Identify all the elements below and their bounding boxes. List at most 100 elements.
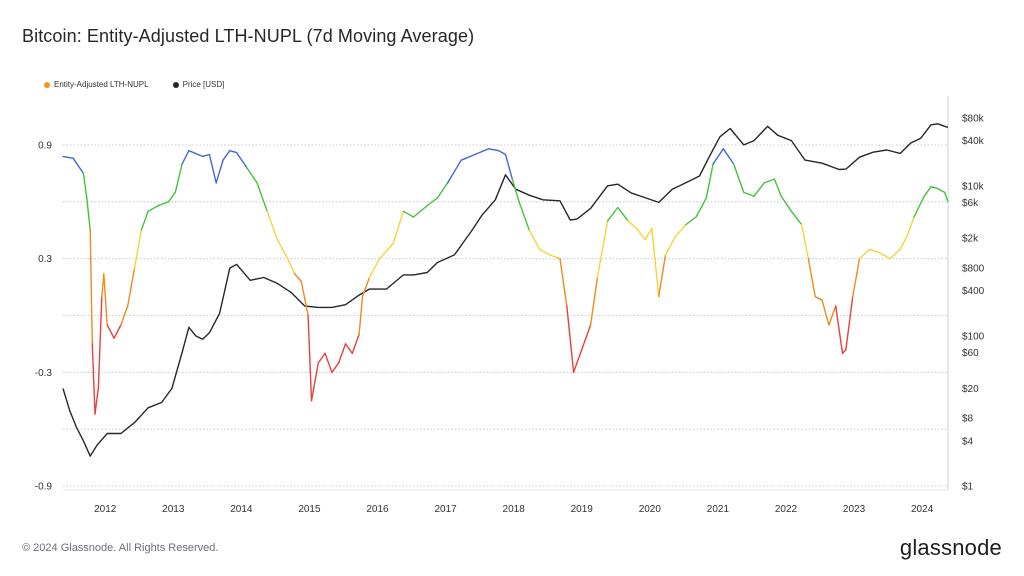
nupl-line-segment: [559, 258, 568, 307]
nupl-line-segment: [167, 191, 177, 203]
nupl-line-segment: [743, 191, 755, 197]
nupl-line-segment: [528, 229, 541, 250]
y-left-tick-label: -0.9: [35, 482, 53, 493]
nupl-line-segment: [147, 204, 160, 213]
nupl-line-segment: [256, 182, 268, 213]
nupl-line-segment: [889, 248, 901, 260]
nupl-line-segment: [106, 324, 115, 339]
nupl-line-segment: [651, 227, 660, 298]
nupl-line-segment: [937, 187, 946, 194]
nupl-line-segment: [930, 185, 939, 190]
nupl-line-segment: [879, 252, 891, 260]
nupl-line-segment: [498, 149, 507, 156]
nupl-line-segment: [91, 343, 96, 415]
nupl-line-segment: [712, 148, 724, 165]
nupl-line-segment: [596, 220, 609, 279]
nupl-line-segment: [358, 295, 364, 336]
nupl-line-segment: [293, 273, 302, 283]
nupl-line-segment: [103, 273, 108, 326]
legend-label-nupl: Entity-Adjusted LTH-NUPL: [54, 80, 149, 89]
nupl-line-segment: [307, 314, 313, 402]
x-tick-label: 2024: [911, 504, 934, 515]
nupl-line-segment: [637, 229, 646, 241]
nupl-line-segment: [72, 157, 85, 175]
legend-item-price[interactable]: Price [USD]: [172, 80, 225, 89]
nupl-line-segment: [572, 352, 582, 373]
y-left-tick-label: 0.3: [38, 254, 52, 265]
nupl-line-segment: [266, 210, 279, 241]
x-tick-label: 2019: [571, 504, 594, 515]
x-tick-label: 2014: [230, 504, 253, 515]
nupl-line-segment: [140, 210, 149, 232]
nupl-line-segment: [852, 258, 861, 298]
nupl-line-segment: [664, 235, 677, 256]
nupl-line-segment: [460, 153, 476, 161]
nupl-line-segment: [518, 201, 530, 232]
legend-label-price: Price [USD]: [182, 80, 225, 89]
x-tick-label: 2016: [366, 504, 389, 515]
nupl-line-segment: [338, 343, 347, 364]
y-right-tick-label: $6k: [962, 198, 979, 209]
y-right-tick-label: $400: [962, 286, 985, 297]
nupl-line-segment: [923, 185, 932, 197]
price-line: [62, 123, 949, 457]
nupl-line-segment: [351, 333, 360, 355]
nupl-line-segment: [235, 151, 248, 169]
nupl-line-segment: [943, 191, 949, 203]
y-right-tick-label: $8: [962, 414, 974, 425]
nupl-line-segment: [511, 178, 520, 203]
nupl-line-segment: [906, 216, 915, 237]
x-tick-label: 2017: [434, 504, 457, 515]
x-tick-label: 2020: [639, 504, 662, 515]
nupl-line-segment: [97, 295, 103, 389]
y-right-tick-label: $4: [962, 436, 974, 447]
nupl-line-segment: [841, 348, 847, 355]
nupl-line-segment: [181, 149, 190, 165]
nupl-line-segment: [869, 248, 881, 254]
nupl-line-segment: [807, 258, 816, 298]
nupl-line-segment: [579, 324, 592, 355]
nupl-line-segment: [133, 229, 143, 269]
nupl-line-segment: [800, 223, 810, 260]
legend-dot-icon: [172, 81, 179, 88]
y-right-tick-label: $60: [962, 348, 979, 359]
nupl-line-segment: [814, 295, 823, 301]
nupl-line-segment: [695, 197, 707, 218]
brand-logo: glassnode: [899, 535, 1002, 560]
nupl-line-segment: [828, 305, 837, 326]
nupl-line-segment: [549, 254, 561, 260]
nupl-line-segment: [722, 148, 735, 165]
nupl-line-segment: [617, 206, 629, 222]
nupl-line-segment: [201, 153, 211, 158]
nupl-line-segment: [276, 238, 289, 260]
nupl-line-segment: [246, 166, 258, 184]
y-right-tick-label: $80k: [962, 114, 985, 125]
nupl-line-segment: [446, 159, 462, 184]
nupl-line-segment: [566, 305, 575, 373]
nupl-line-segment: [300, 280, 309, 317]
nupl-line-segment: [705, 163, 714, 199]
nupl-line-segment: [644, 227, 653, 241]
nupl-line-segment: [392, 210, 405, 245]
nupl-line-segment: [157, 201, 170, 207]
nupl-line-segment: [82, 172, 88, 199]
legend-item-nupl[interactable]: Entity-Adjusted LTH-NUPL: [44, 80, 149, 89]
nupl-line-segment: [753, 182, 765, 197]
nupl-line-segment: [287, 258, 296, 275]
nupl-line-segment: [344, 343, 353, 355]
nupl-line-segment: [94, 386, 100, 415]
nupl-line-segment: [835, 305, 844, 355]
nupl-line-segment: [317, 352, 326, 364]
nupl-line-segment: [208, 153, 217, 184]
nupl-line-segment: [436, 182, 449, 199]
nupl-line-segment: [368, 258, 381, 279]
nupl-line-segment: [331, 362, 340, 373]
nupl-line-segment: [229, 149, 238, 154]
y-right-tick-label: $2k: [962, 234, 979, 245]
x-tick-label: 2022: [775, 504, 798, 515]
y-left-tick-label: -0.3: [35, 368, 53, 379]
nupl-line-segment: [174, 163, 183, 194]
nupl-line-segment: [763, 178, 776, 184]
x-tick-label: 2018: [503, 504, 526, 515]
nupl-line-segment: [899, 235, 908, 250]
